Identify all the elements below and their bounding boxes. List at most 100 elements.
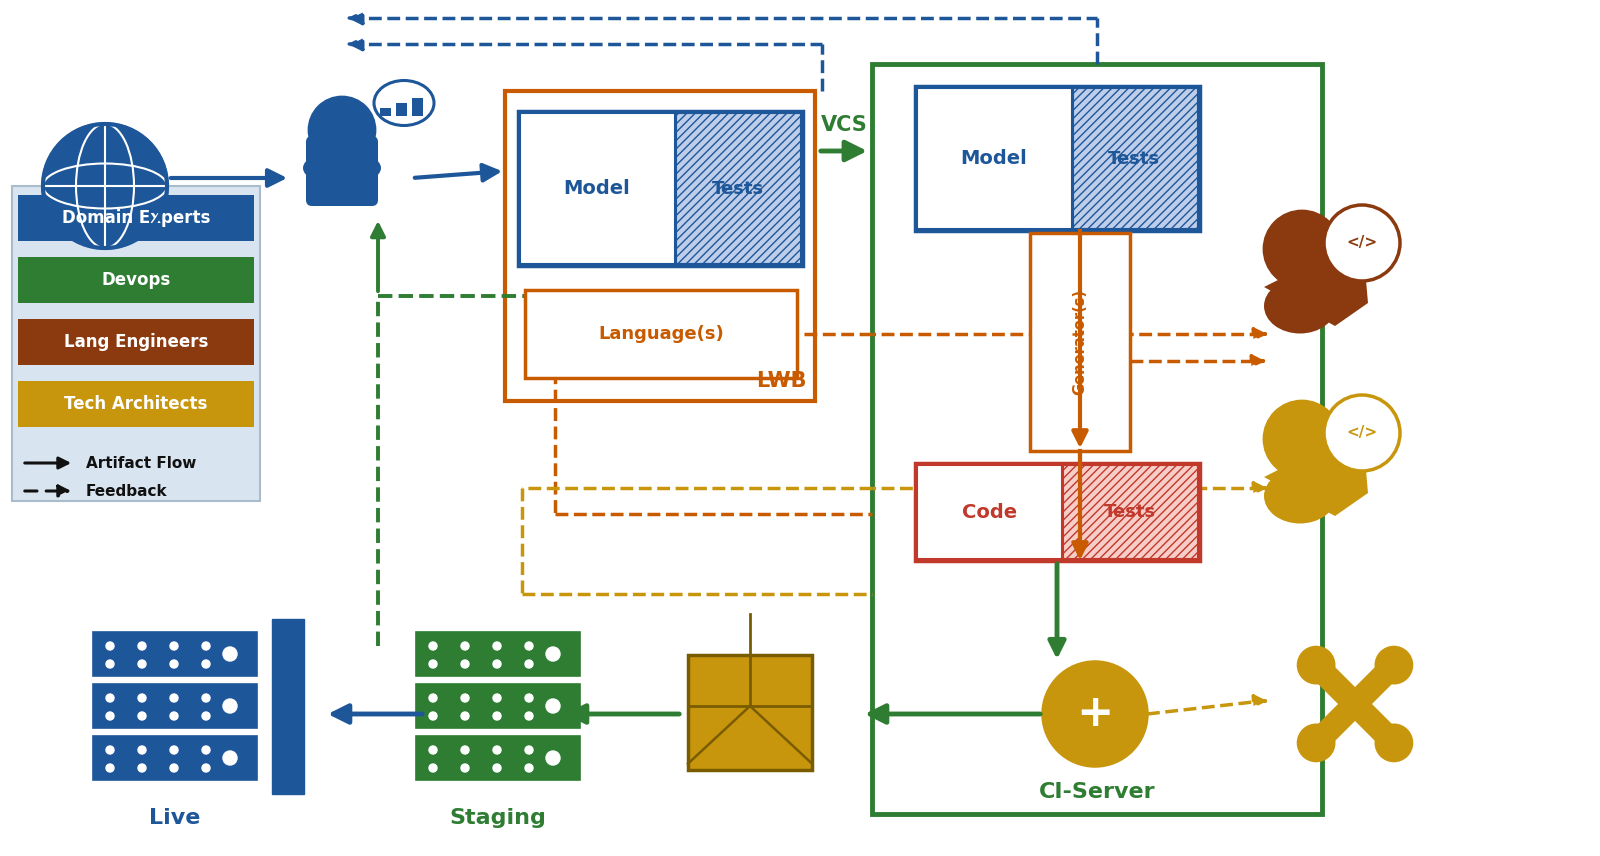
Circle shape [525, 660, 533, 668]
Circle shape [138, 660, 146, 668]
Bar [397, 103, 406, 116]
Polygon shape [1264, 249, 1368, 326]
Circle shape [222, 699, 237, 713]
FancyBboxPatch shape [416, 736, 579, 780]
Circle shape [170, 642, 178, 650]
Circle shape [138, 694, 146, 702]
Text: Tests: Tests [1107, 150, 1160, 168]
Circle shape [106, 642, 114, 650]
Ellipse shape [374, 80, 434, 126]
Text: Generator(s): Generator(s) [1072, 289, 1088, 395]
Text: Tests: Tests [1104, 503, 1157, 521]
Circle shape [170, 694, 178, 702]
Circle shape [525, 642, 533, 650]
Circle shape [493, 660, 501, 668]
Circle shape [493, 746, 501, 754]
FancyBboxPatch shape [18, 319, 254, 365]
Text: Model: Model [960, 150, 1027, 169]
Polygon shape [1307, 657, 1402, 752]
Text: Live: Live [149, 808, 200, 828]
Circle shape [222, 647, 237, 661]
Ellipse shape [1264, 278, 1336, 334]
FancyBboxPatch shape [306, 136, 378, 206]
Circle shape [546, 699, 560, 713]
Circle shape [493, 764, 501, 772]
Circle shape [106, 694, 114, 702]
Circle shape [202, 694, 210, 702]
Text: Tech Architects: Tech Architects [64, 395, 208, 413]
FancyBboxPatch shape [18, 195, 254, 241]
Circle shape [106, 712, 114, 720]
FancyBboxPatch shape [93, 632, 258, 676]
Text: Code: Code [963, 502, 1018, 521]
Circle shape [461, 764, 469, 772]
Polygon shape [1264, 439, 1368, 516]
Circle shape [429, 712, 437, 720]
Circle shape [525, 746, 533, 754]
Circle shape [202, 746, 210, 754]
Circle shape [43, 124, 166, 248]
Circle shape [1376, 725, 1411, 761]
FancyBboxPatch shape [416, 632, 579, 676]
Circle shape [106, 660, 114, 668]
FancyBboxPatch shape [915, 463, 1200, 561]
Circle shape [429, 694, 437, 702]
Circle shape [461, 694, 469, 702]
Circle shape [170, 660, 178, 668]
FancyBboxPatch shape [917, 88, 1072, 229]
FancyBboxPatch shape [1030, 233, 1130, 451]
FancyBboxPatch shape [1062, 465, 1198, 559]
Circle shape [493, 642, 501, 650]
Circle shape [202, 712, 210, 720]
Circle shape [1043, 662, 1147, 766]
FancyBboxPatch shape [416, 684, 579, 728]
Circle shape [525, 712, 533, 720]
Text: Lang Engineers: Lang Engineers [64, 333, 208, 351]
Circle shape [1264, 401, 1341, 477]
FancyBboxPatch shape [18, 381, 254, 427]
Text: +: + [1077, 693, 1114, 735]
Circle shape [202, 764, 210, 772]
Text: Model: Model [563, 180, 630, 199]
Text: Artifact Flow: Artifact Flow [86, 455, 197, 471]
Circle shape [429, 660, 437, 668]
Circle shape [222, 751, 237, 765]
FancyBboxPatch shape [93, 736, 258, 780]
Text: LWB: LWB [757, 371, 806, 391]
Text: CI-Server: CI-Server [1038, 782, 1155, 802]
Bar [413, 98, 422, 116]
FancyBboxPatch shape [688, 655, 811, 770]
Ellipse shape [1264, 468, 1336, 524]
Text: </>: </> [1347, 235, 1378, 251]
Text: VCS: VCS [821, 115, 867, 135]
Text: Tests: Tests [712, 180, 765, 198]
Ellipse shape [302, 151, 381, 186]
Circle shape [1325, 395, 1400, 471]
Text: Devops: Devops [101, 271, 171, 289]
Circle shape [429, 642, 437, 650]
Text: Domain Experts: Domain Experts [62, 209, 210, 227]
Circle shape [461, 746, 469, 754]
FancyBboxPatch shape [518, 111, 803, 266]
Text: Feedback: Feedback [86, 484, 168, 498]
FancyBboxPatch shape [18, 257, 254, 303]
FancyBboxPatch shape [1074, 88, 1198, 229]
Bar [381, 108, 390, 116]
Circle shape [138, 764, 146, 772]
Circle shape [525, 694, 533, 702]
Circle shape [1298, 725, 1334, 761]
Circle shape [202, 642, 210, 650]
FancyBboxPatch shape [520, 113, 675, 264]
Circle shape [309, 97, 374, 163]
Circle shape [1264, 211, 1341, 287]
Text: </>: </> [1347, 425, 1378, 441]
Circle shape [1325, 205, 1400, 281]
FancyBboxPatch shape [13, 186, 259, 501]
Circle shape [493, 694, 501, 702]
Circle shape [170, 764, 178, 772]
Circle shape [106, 746, 114, 754]
Circle shape [138, 642, 146, 650]
FancyBboxPatch shape [525, 290, 797, 378]
Circle shape [525, 764, 533, 772]
Polygon shape [1307, 657, 1402, 752]
